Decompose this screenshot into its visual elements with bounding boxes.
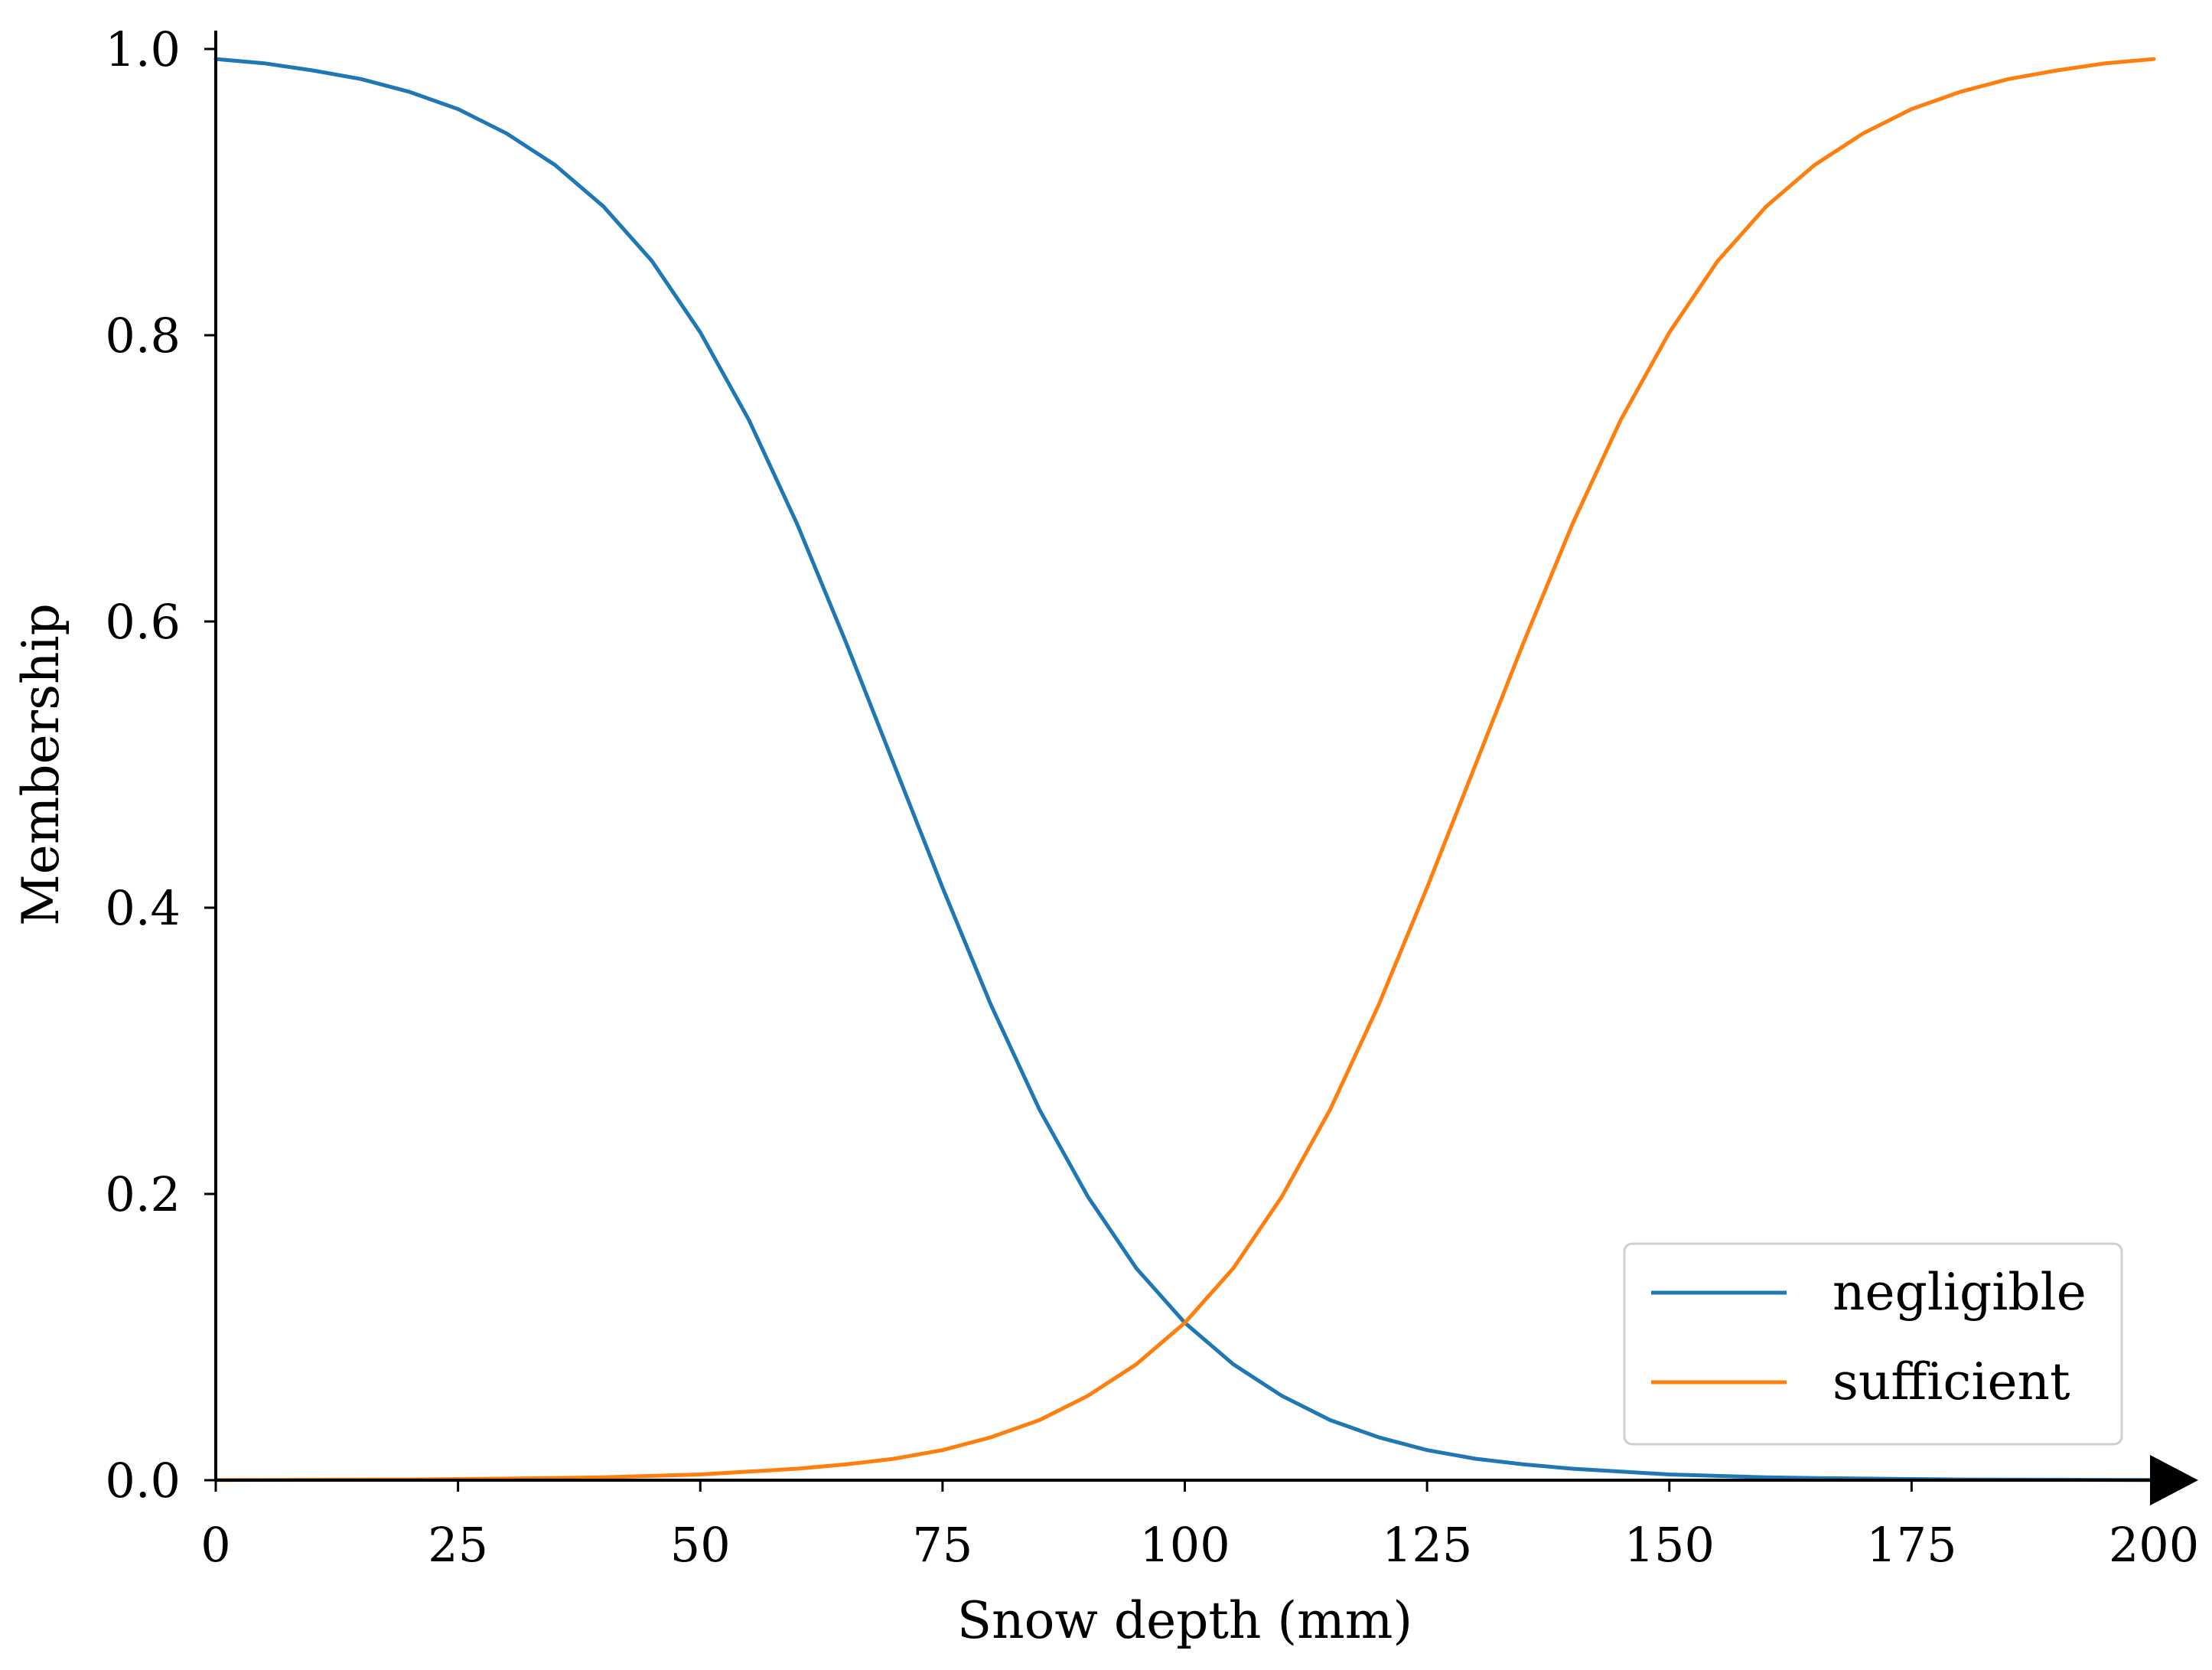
y-tick-label: 1.0 <box>105 21 181 77</box>
y-tick-label: 0.4 <box>105 880 181 936</box>
y-tick-label: 0.8 <box>105 308 181 364</box>
ticks-layer: 0 25 50 75 100 125 150 175 200 0.0 0.2 0.4 0.6 0.8 1.0 <box>105 21 2199 1573</box>
x-tick-label: 150 <box>1624 1517 1715 1573</box>
axes-layer <box>214 31 2198 1505</box>
series-layer <box>213 57 2156 1482</box>
series-line-sufficient <box>213 57 2156 1482</box>
x-tick-label: 200 <box>2109 1517 2199 1573</box>
y-tick-label: 0.6 <box>105 594 181 650</box>
y-tick-label: 0.0 <box>105 1453 181 1509</box>
y-axis-label: Membership <box>11 603 70 926</box>
legend: negligible sufficient <box>1623 1242 2123 1446</box>
x-tick-label: 175 <box>1866 1517 1956 1573</box>
x-tick-label: 0 <box>200 1517 230 1573</box>
x-tick-label: 50 <box>670 1517 731 1573</box>
legend-label-negligible: negligible <box>1832 1263 2087 1322</box>
x-tick-label: 25 <box>428 1517 488 1573</box>
x-tick-label: 100 <box>1139 1517 1230 1573</box>
x-axis-label: Snow depth (mm) <box>957 1591 1412 1650</box>
legend-label-sufficient: sufficient <box>1832 1352 2070 1411</box>
x-tick-label: 125 <box>1382 1517 1472 1573</box>
x-axis-arrow <box>2150 1455 2198 1505</box>
x-tick-label: 75 <box>912 1517 972 1573</box>
y-tick-label: 0.2 <box>105 1166 181 1222</box>
